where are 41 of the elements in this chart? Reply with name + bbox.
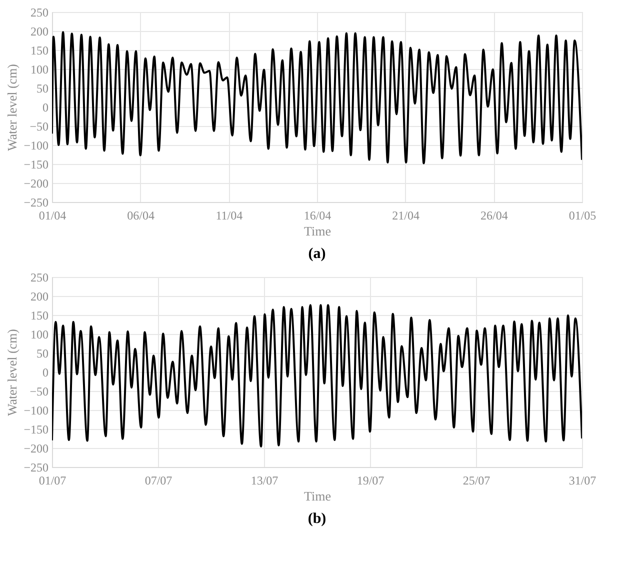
x-tick-label: 25/07	[462, 474, 490, 488]
y-tick-label: −100	[24, 138, 48, 152]
y-tick-label: −150	[24, 422, 48, 436]
y-tick-label: −150	[24, 158, 48, 172]
x-tick-label: 11/04	[216, 208, 243, 222]
x-tick-label: 31/07	[568, 474, 596, 488]
x-tick-label: 06/04	[127, 208, 155, 222]
y-tick-label: −50	[30, 120, 48, 134]
y-tick-label: 0	[42, 366, 48, 380]
y-tick-label: −100	[24, 404, 48, 418]
x-tick-label: 07/07	[144, 474, 172, 488]
y-tick-label: −200	[24, 442, 48, 456]
y-tick-label: 50	[36, 82, 48, 96]
x-tick-label: 19/07	[356, 474, 384, 488]
y-axis-title: Water level (cm)	[4, 64, 20, 152]
y-tick-label: 100	[30, 328, 48, 342]
y-tick-label: 250	[30, 6, 48, 20]
y-tick-label: 0	[42, 100, 48, 114]
x-tick-label: 21/04	[392, 208, 420, 222]
x-tick-label: 26/04	[480, 208, 508, 222]
y-tick-label: 200	[30, 24, 48, 38]
y-tick-label: 200	[30, 290, 48, 304]
y-tick-label: 150	[30, 308, 48, 322]
x-tick-label: 01/05	[568, 208, 596, 222]
y-tick-label: 50	[36, 346, 48, 360]
y-tick-label: −200	[24, 176, 48, 190]
y-tick-label: 250	[30, 270, 48, 284]
y-tick-label: 100	[30, 62, 48, 76]
x-tick-label: 01/04	[38, 208, 66, 222]
y-tick-label: 150	[30, 44, 48, 58]
y-tick-label: −250	[24, 196, 48, 210]
y-tick-label: −50	[30, 384, 48, 398]
x-axis-title: Time	[304, 488, 332, 504]
x-axis-title: Time	[304, 224, 332, 238]
y-tick-label: −250	[24, 460, 48, 474]
y-axis-title: Water level (cm)	[4, 328, 20, 416]
text: (b)	[308, 511, 326, 527]
x-tick-label: 13/07	[250, 474, 278, 488]
x-tick-label: 16/04	[304, 208, 332, 222]
text: (a)	[308, 246, 326, 262]
x-tick-label: 01/07	[38, 474, 66, 488]
